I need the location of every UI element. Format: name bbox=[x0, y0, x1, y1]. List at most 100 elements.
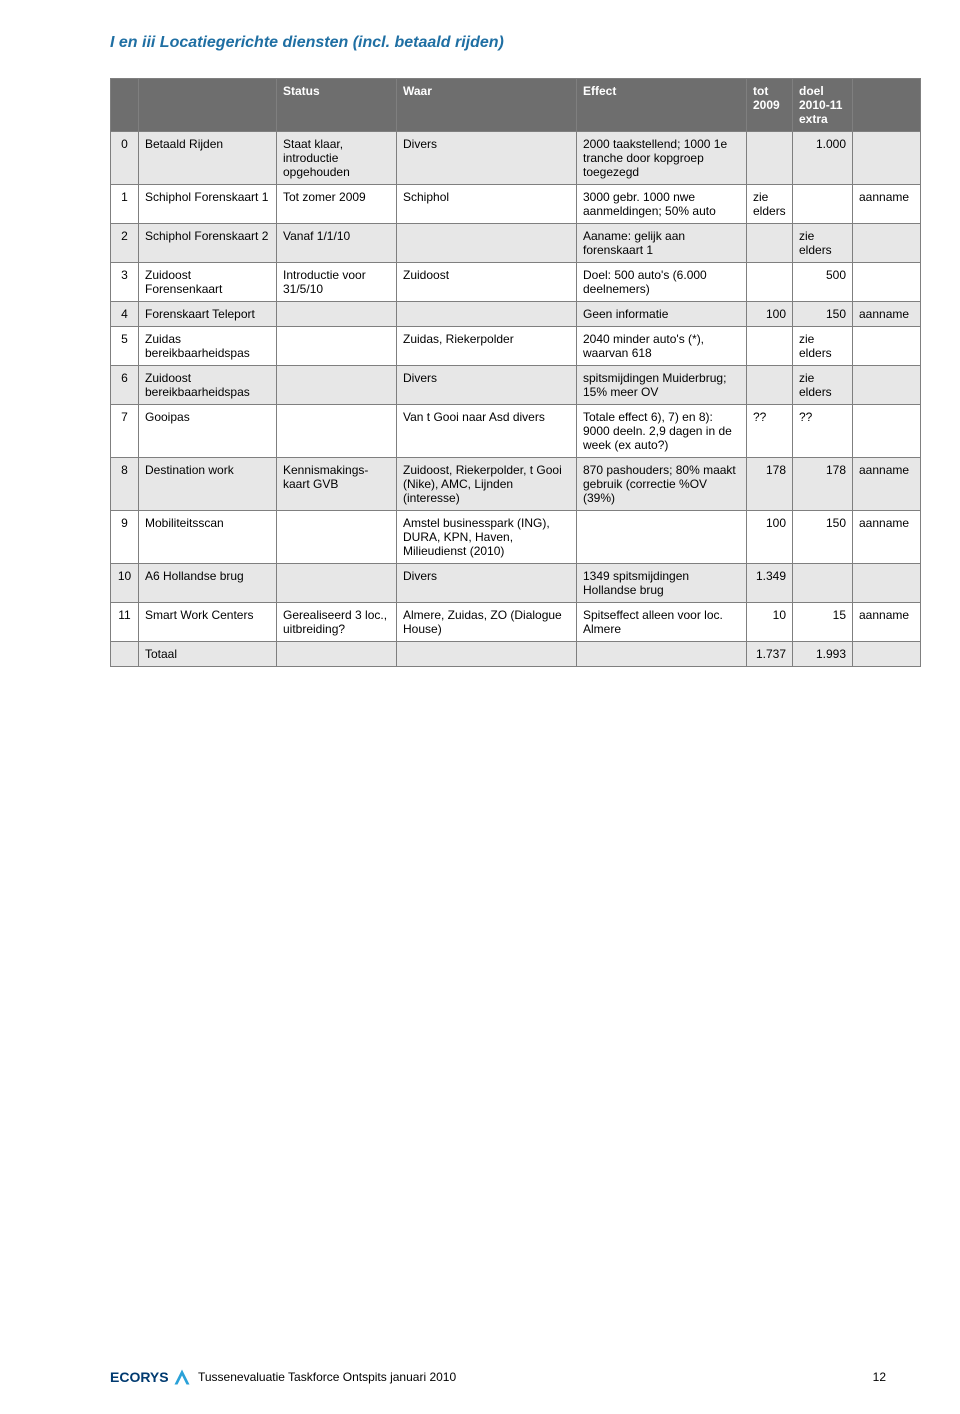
cell: aanname bbox=[853, 185, 921, 224]
table-body: 0Betaald RijdenStaat klaar, introductie … bbox=[111, 132, 921, 667]
cell bbox=[793, 185, 853, 224]
cell bbox=[853, 564, 921, 603]
cell: 870 pashouders; 80% maakt gebruik (corre… bbox=[577, 458, 747, 511]
cell: Spitseffect alleen voor loc. Almere bbox=[577, 603, 747, 642]
col-header bbox=[139, 79, 277, 132]
cell: Smart Work Centers bbox=[139, 603, 277, 642]
cell bbox=[397, 302, 577, 327]
logo-text: ECORYS bbox=[110, 1369, 169, 1385]
cell bbox=[747, 132, 793, 185]
cell: Staat klaar, introductie opgehouden bbox=[277, 132, 397, 185]
cell bbox=[277, 564, 397, 603]
col-header: Waar bbox=[397, 79, 577, 132]
cell: Amstel businesspark (ING), DURA, KPN, Ha… bbox=[397, 511, 577, 564]
cell: Totale effect 6), 7) en 8): 9000 deeln. … bbox=[577, 405, 747, 458]
cell: 9 bbox=[111, 511, 139, 564]
page-title: I en iii Locatiegerichte diensten (incl.… bbox=[110, 34, 886, 52]
cell bbox=[853, 642, 921, 667]
cell: Schiphol bbox=[397, 185, 577, 224]
table-row: 11Smart Work CentersGerealiseerd 3 loc.,… bbox=[111, 603, 921, 642]
cell: Almere, Zuidas, ZO (Dialogue House) bbox=[397, 603, 577, 642]
cell: 0 bbox=[111, 132, 139, 185]
cell: 10 bbox=[747, 603, 793, 642]
cell bbox=[747, 327, 793, 366]
cell bbox=[277, 642, 397, 667]
cell: 6 bbox=[111, 366, 139, 405]
cell: Divers bbox=[397, 564, 577, 603]
cell: Aaname: gelijk aan forenskaart 1 bbox=[577, 224, 747, 263]
cell: Divers bbox=[397, 132, 577, 185]
table-row: 1Schiphol Forenskaart 1Tot zomer 2009Sch… bbox=[111, 185, 921, 224]
cell: zie elders bbox=[793, 327, 853, 366]
data-table: Status Waar Effect tot 2009 doel 2010-11… bbox=[110, 78, 921, 667]
col-header: Effect bbox=[577, 79, 747, 132]
cell: 100 bbox=[747, 511, 793, 564]
cell: Zuidoost bereikbaarheidspas bbox=[139, 366, 277, 405]
cell bbox=[111, 642, 139, 667]
page-number: 12 bbox=[873, 1370, 886, 1384]
cell bbox=[397, 224, 577, 263]
cell: 2000 taakstellend; 1000 1e tranche door … bbox=[577, 132, 747, 185]
cell: 4 bbox=[111, 302, 139, 327]
logo-icon bbox=[173, 1368, 191, 1386]
cell bbox=[577, 511, 747, 564]
cell: Divers bbox=[397, 366, 577, 405]
col-header: tot 2009 bbox=[747, 79, 793, 132]
cell: 100 bbox=[747, 302, 793, 327]
cell: Doel: 500 auto's (6.000 deelnemers) bbox=[577, 263, 747, 302]
cell bbox=[397, 642, 577, 667]
col-header bbox=[111, 79, 139, 132]
cell bbox=[853, 224, 921, 263]
cell: 1.737 bbox=[747, 642, 793, 667]
cell bbox=[277, 366, 397, 405]
cell bbox=[793, 564, 853, 603]
cell bbox=[277, 327, 397, 366]
cell: Zuidoost, Riekerpolder, t Gooi (Nike), A… bbox=[397, 458, 577, 511]
cell: 1.993 bbox=[793, 642, 853, 667]
cell: Totaal bbox=[139, 642, 277, 667]
table-row: 0Betaald RijdenStaat klaar, introductie … bbox=[111, 132, 921, 185]
cell: ?? bbox=[793, 405, 853, 458]
cell: 1 bbox=[111, 185, 139, 224]
cell: aanname bbox=[853, 603, 921, 642]
cell: zie elders bbox=[793, 224, 853, 263]
col-header: doel 2010-11 extra bbox=[793, 79, 853, 132]
table-row: 5Zuidas bereikbaarheidspasZuidas, Rieker… bbox=[111, 327, 921, 366]
cell: aanname bbox=[853, 511, 921, 564]
cell: 150 bbox=[793, 511, 853, 564]
table-row: 9MobiliteitsscanAmstel businesspark (ING… bbox=[111, 511, 921, 564]
cell: spitsmijdingen Muiderbrug; 15% meer OV bbox=[577, 366, 747, 405]
cell: Zuidas, Riekerpolder bbox=[397, 327, 577, 366]
table-row: 8Destination workKennismakings-kaart GVB… bbox=[111, 458, 921, 511]
cell: zie elders bbox=[793, 366, 853, 405]
cell: Schiphol Forenskaart 2 bbox=[139, 224, 277, 263]
cell bbox=[277, 302, 397, 327]
cell: 1.349 bbox=[747, 564, 793, 603]
cell bbox=[577, 642, 747, 667]
cell bbox=[747, 263, 793, 302]
cell bbox=[277, 405, 397, 458]
table-row: 2Schiphol Forenskaart 2Vanaf 1/1/10Aanam… bbox=[111, 224, 921, 263]
cell: Forenskaart Teleport bbox=[139, 302, 277, 327]
cell bbox=[277, 511, 397, 564]
cell: Zuidoost bbox=[397, 263, 577, 302]
cell: 10 bbox=[111, 564, 139, 603]
cell: 15 bbox=[793, 603, 853, 642]
cell: Zuidoost Forensenkaart bbox=[139, 263, 277, 302]
table-row: 10A6 Hollandse brugDivers1349 spitsmijdi… bbox=[111, 564, 921, 603]
cell: Zuidas bereikbaarheidspas bbox=[139, 327, 277, 366]
footer-text: Tussenevaluatie Taskforce Ontspits janua… bbox=[198, 1370, 873, 1384]
table-head: Status Waar Effect tot 2009 doel 2010-11… bbox=[111, 79, 921, 132]
cell: ?? bbox=[747, 405, 793, 458]
page-footer: ECORYS Tussenevaluatie Taskforce Ontspit… bbox=[110, 1368, 886, 1386]
cell: A6 Hollandse brug bbox=[139, 564, 277, 603]
cell: 150 bbox=[793, 302, 853, 327]
cell bbox=[747, 224, 793, 263]
table-row: 4Forenskaart TeleportGeen informatie1001… bbox=[111, 302, 921, 327]
cell: Gerealiseerd 3 loc., uitbreiding? bbox=[277, 603, 397, 642]
cell: Van t Gooi naar Asd divers bbox=[397, 405, 577, 458]
table-row: 3Zuidoost ForensenkaartIntroductie voor … bbox=[111, 263, 921, 302]
cell: Betaald Rijden bbox=[139, 132, 277, 185]
cell: Kennismakings-kaart GVB bbox=[277, 458, 397, 511]
cell: 11 bbox=[111, 603, 139, 642]
